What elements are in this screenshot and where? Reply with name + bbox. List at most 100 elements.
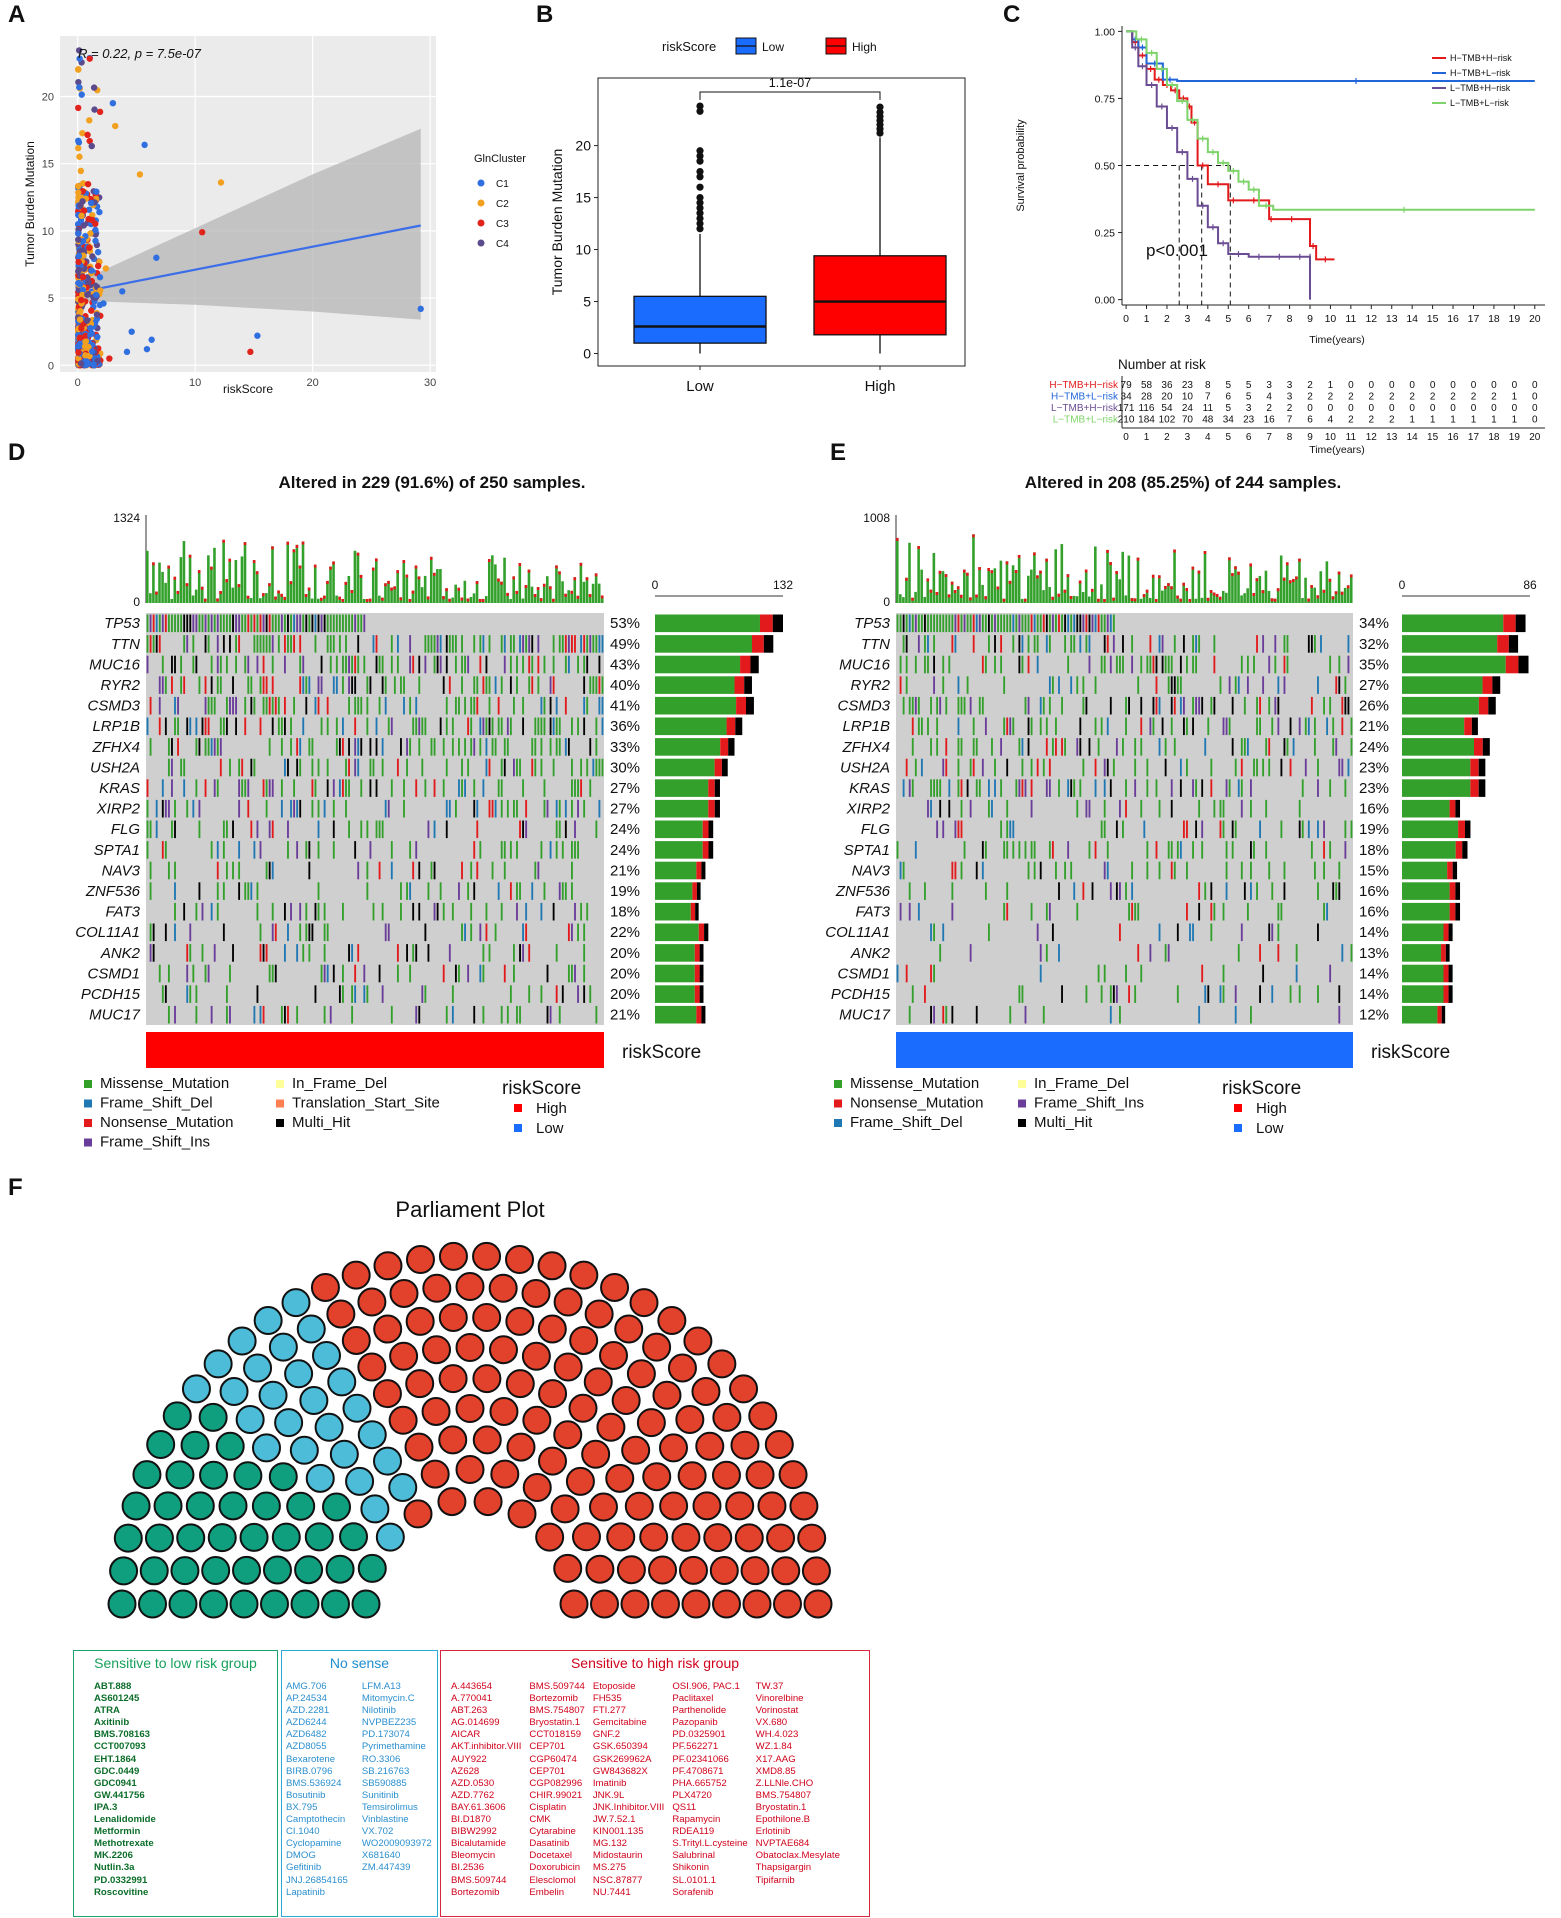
mutation-cell — [235, 614, 237, 633]
mutation-cell — [1051, 614, 1054, 633]
mutation-cell — [1243, 738, 1246, 756]
gene-bar-missense — [1402, 902, 1450, 921]
risk-table-value: 184 — [1138, 415, 1155, 426]
risk-table-tick-label: 19 — [1509, 432, 1521, 443]
mutation-cell — [1268, 861, 1271, 880]
gene-label: CSMD3 — [87, 698, 140, 715]
mutation-cell — [232, 696, 234, 715]
tmb-bar — [959, 594, 963, 603]
tmb-bar — [1228, 557, 1231, 603]
tmb-bar — [362, 598, 366, 603]
mutation-cell — [555, 738, 558, 756]
mutation-cell — [948, 614, 951, 633]
mutation-cell — [500, 902, 503, 921]
mutation-cell — [1088, 655, 1091, 674]
mutation-cell — [262, 944, 265, 962]
mutation-cell — [473, 676, 476, 694]
drug-name: CGP60474 — [529, 1753, 577, 1765]
tmb-bar — [935, 592, 939, 603]
risk-table-value: 0 — [1512, 380, 1518, 391]
mutation-cell — [534, 758, 537, 777]
gene-bar-nonsense — [1437, 1005, 1442, 1024]
tmb-bar — [1087, 596, 1091, 603]
legend-swatch — [834, 1099, 842, 1108]
gene-percent: 35% — [1359, 656, 1389, 673]
drug-list-high-risk: Sensitive to high risk group A.443654 A.7… — [440, 1650, 870, 1917]
mutation-cell — [308, 841, 311, 859]
mutation-cell — [555, 820, 558, 839]
mutation-cell — [948, 779, 951, 797]
gene-bar-nonsense — [708, 799, 715, 818]
mutation-cell — [1283, 655, 1286, 674]
legend-label: C2 — [496, 199, 509, 210]
tmb-bar — [378, 595, 381, 603]
mutation-cell — [567, 635, 570, 653]
mutation-cell — [936, 614, 939, 633]
tmb-bar-nonsense — [1045, 558, 1048, 562]
mutation-cell — [1058, 614, 1060, 633]
mutation-cell — [323, 799, 326, 818]
tmb-bar-nonsense — [246, 595, 250, 599]
mutation-cell — [1210, 758, 1213, 777]
tmb-bar-nonsense — [1017, 554, 1021, 558]
mutation-cell — [1006, 614, 1009, 633]
tmb-bar-nonsense — [1106, 549, 1109, 553]
mutation-cell — [963, 841, 966, 859]
mutation-cell — [1292, 738, 1295, 756]
mutation-cell — [911, 985, 914, 1003]
gene-percent: 26% — [1359, 698, 1389, 715]
gene-bar-multihit — [1448, 964, 1453, 983]
scatter-point — [94, 262, 102, 270]
risk-table-value: 4 — [1328, 415, 1334, 426]
mutation-cell — [290, 717, 292, 736]
mutation-cell — [406, 882, 408, 900]
tmb-bar — [179, 557, 183, 603]
mutation-cell — [1192, 655, 1194, 674]
gene-bar-missense — [655, 985, 695, 1003]
mutation-cell — [409, 841, 412, 859]
risk-table-value: 16 — [1264, 415, 1276, 426]
tmb-bar — [152, 562, 155, 603]
mutation-cell — [1158, 635, 1161, 653]
mutation-cell — [552, 655, 555, 674]
gene-label: CSMD1 — [87, 965, 140, 982]
mutation-cell — [1024, 779, 1027, 797]
mutation-cell — [564, 882, 567, 900]
parliament-seat — [342, 1393, 372, 1423]
tmb-bar — [332, 561, 335, 603]
mutation-cell — [911, 614, 914, 633]
risk-legend-label: Low — [536, 1120, 564, 1137]
mutation-cell — [259, 841, 262, 859]
mutation-cell — [464, 696, 466, 715]
risk-table-value: 6 — [1307, 415, 1313, 426]
mutation-cell — [564, 635, 567, 653]
gene-bar-multihit — [714, 779, 720, 797]
mutation-cell — [1082, 614, 1085, 633]
mutation-cell — [390, 861, 393, 880]
mutation-cell — [1253, 841, 1255, 859]
parliament-seat — [757, 1491, 787, 1521]
tmb-bar — [963, 569, 966, 603]
drug-name: NVPTAE684 — [755, 1838, 810, 1850]
mutation-cell — [1234, 820, 1237, 839]
tmb-bar — [500, 581, 503, 603]
risk-table-tick-label: 20 — [1529, 432, 1541, 443]
mutation-cell — [1045, 779, 1048, 797]
tmb-bar-nonsense — [411, 590, 415, 594]
mutation-cell — [981, 614, 984, 633]
gene-bar-missense — [655, 799, 709, 818]
mutation-cell — [1024, 841, 1027, 859]
scatter-point — [109, 100, 117, 107]
mutation-cell — [595, 758, 598, 777]
mutation-cell — [1259, 696, 1261, 715]
mutation-cell — [439, 882, 442, 900]
mutation-cell — [1030, 841, 1033, 859]
mutation-cell — [149, 614, 152, 633]
mutation-cell — [149, 696, 152, 715]
mutation-cell — [1000, 635, 1003, 653]
scatter-point — [128, 328, 135, 335]
risk-legend-label: High — [1256, 1100, 1287, 1117]
parliament-seat — [289, 1435, 319, 1465]
parliament-seat — [537, 1314, 567, 1344]
mutation-cell — [577, 717, 579, 736]
